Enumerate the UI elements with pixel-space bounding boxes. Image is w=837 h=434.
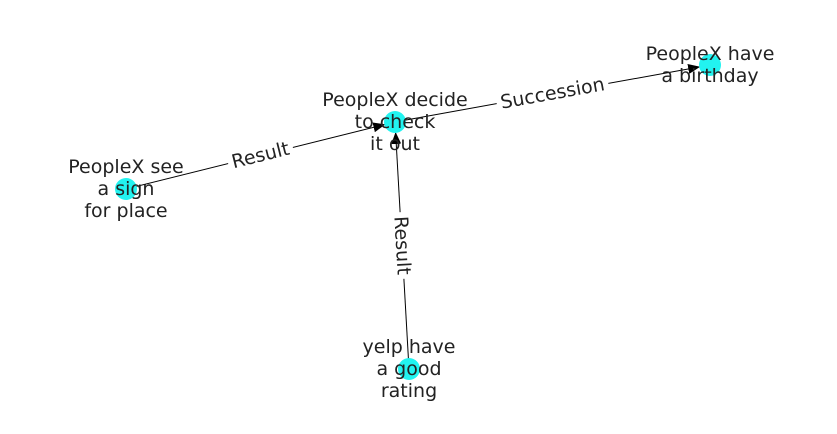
node-label: yelp have a good rating <box>363 336 456 402</box>
edge-label-background <box>388 211 416 280</box>
node-n_yelp <box>398 358 420 380</box>
edge-label: Succession <box>499 73 607 113</box>
node-label-line: PeopleX decide <box>322 89 467 111</box>
node-label-line: PeopleX have <box>646 43 775 65</box>
node-n_decide <box>384 111 406 133</box>
edge-label-group: Succession <box>494 71 611 116</box>
node-label-line: for place <box>84 200 167 222</box>
node-n_sign <box>115 178 137 200</box>
edge-label: Result <box>229 138 291 174</box>
node-label-line: it out <box>370 133 420 155</box>
node-n_birthday <box>699 54 721 76</box>
node-label: PeopleX see a sign for place <box>68 156 183 222</box>
edge-label-group: Result <box>225 135 296 176</box>
node-label-line: a birthday <box>661 65 758 87</box>
node-label-line: rating <box>381 380 437 402</box>
node-label-line: to check <box>355 111 436 133</box>
node-label-line: a good <box>376 358 441 380</box>
edge-label-background <box>225 135 296 176</box>
node-label-line: a sign <box>98 178 155 200</box>
node-label: PeopleX decide to check it out <box>322 89 467 155</box>
edge-label-background <box>494 71 611 116</box>
edge-label: Result <box>389 216 414 276</box>
nodes-layer <box>115 54 721 380</box>
node-label: PeopleX have a birthday <box>646 43 775 87</box>
edge-label-group: Result <box>388 211 416 280</box>
node-label-line: yelp have <box>363 336 456 358</box>
node-label-line: PeopleX see <box>68 156 183 178</box>
labels-layer: Result Succession Result PeopleX decide to c… <box>68 43 774 402</box>
